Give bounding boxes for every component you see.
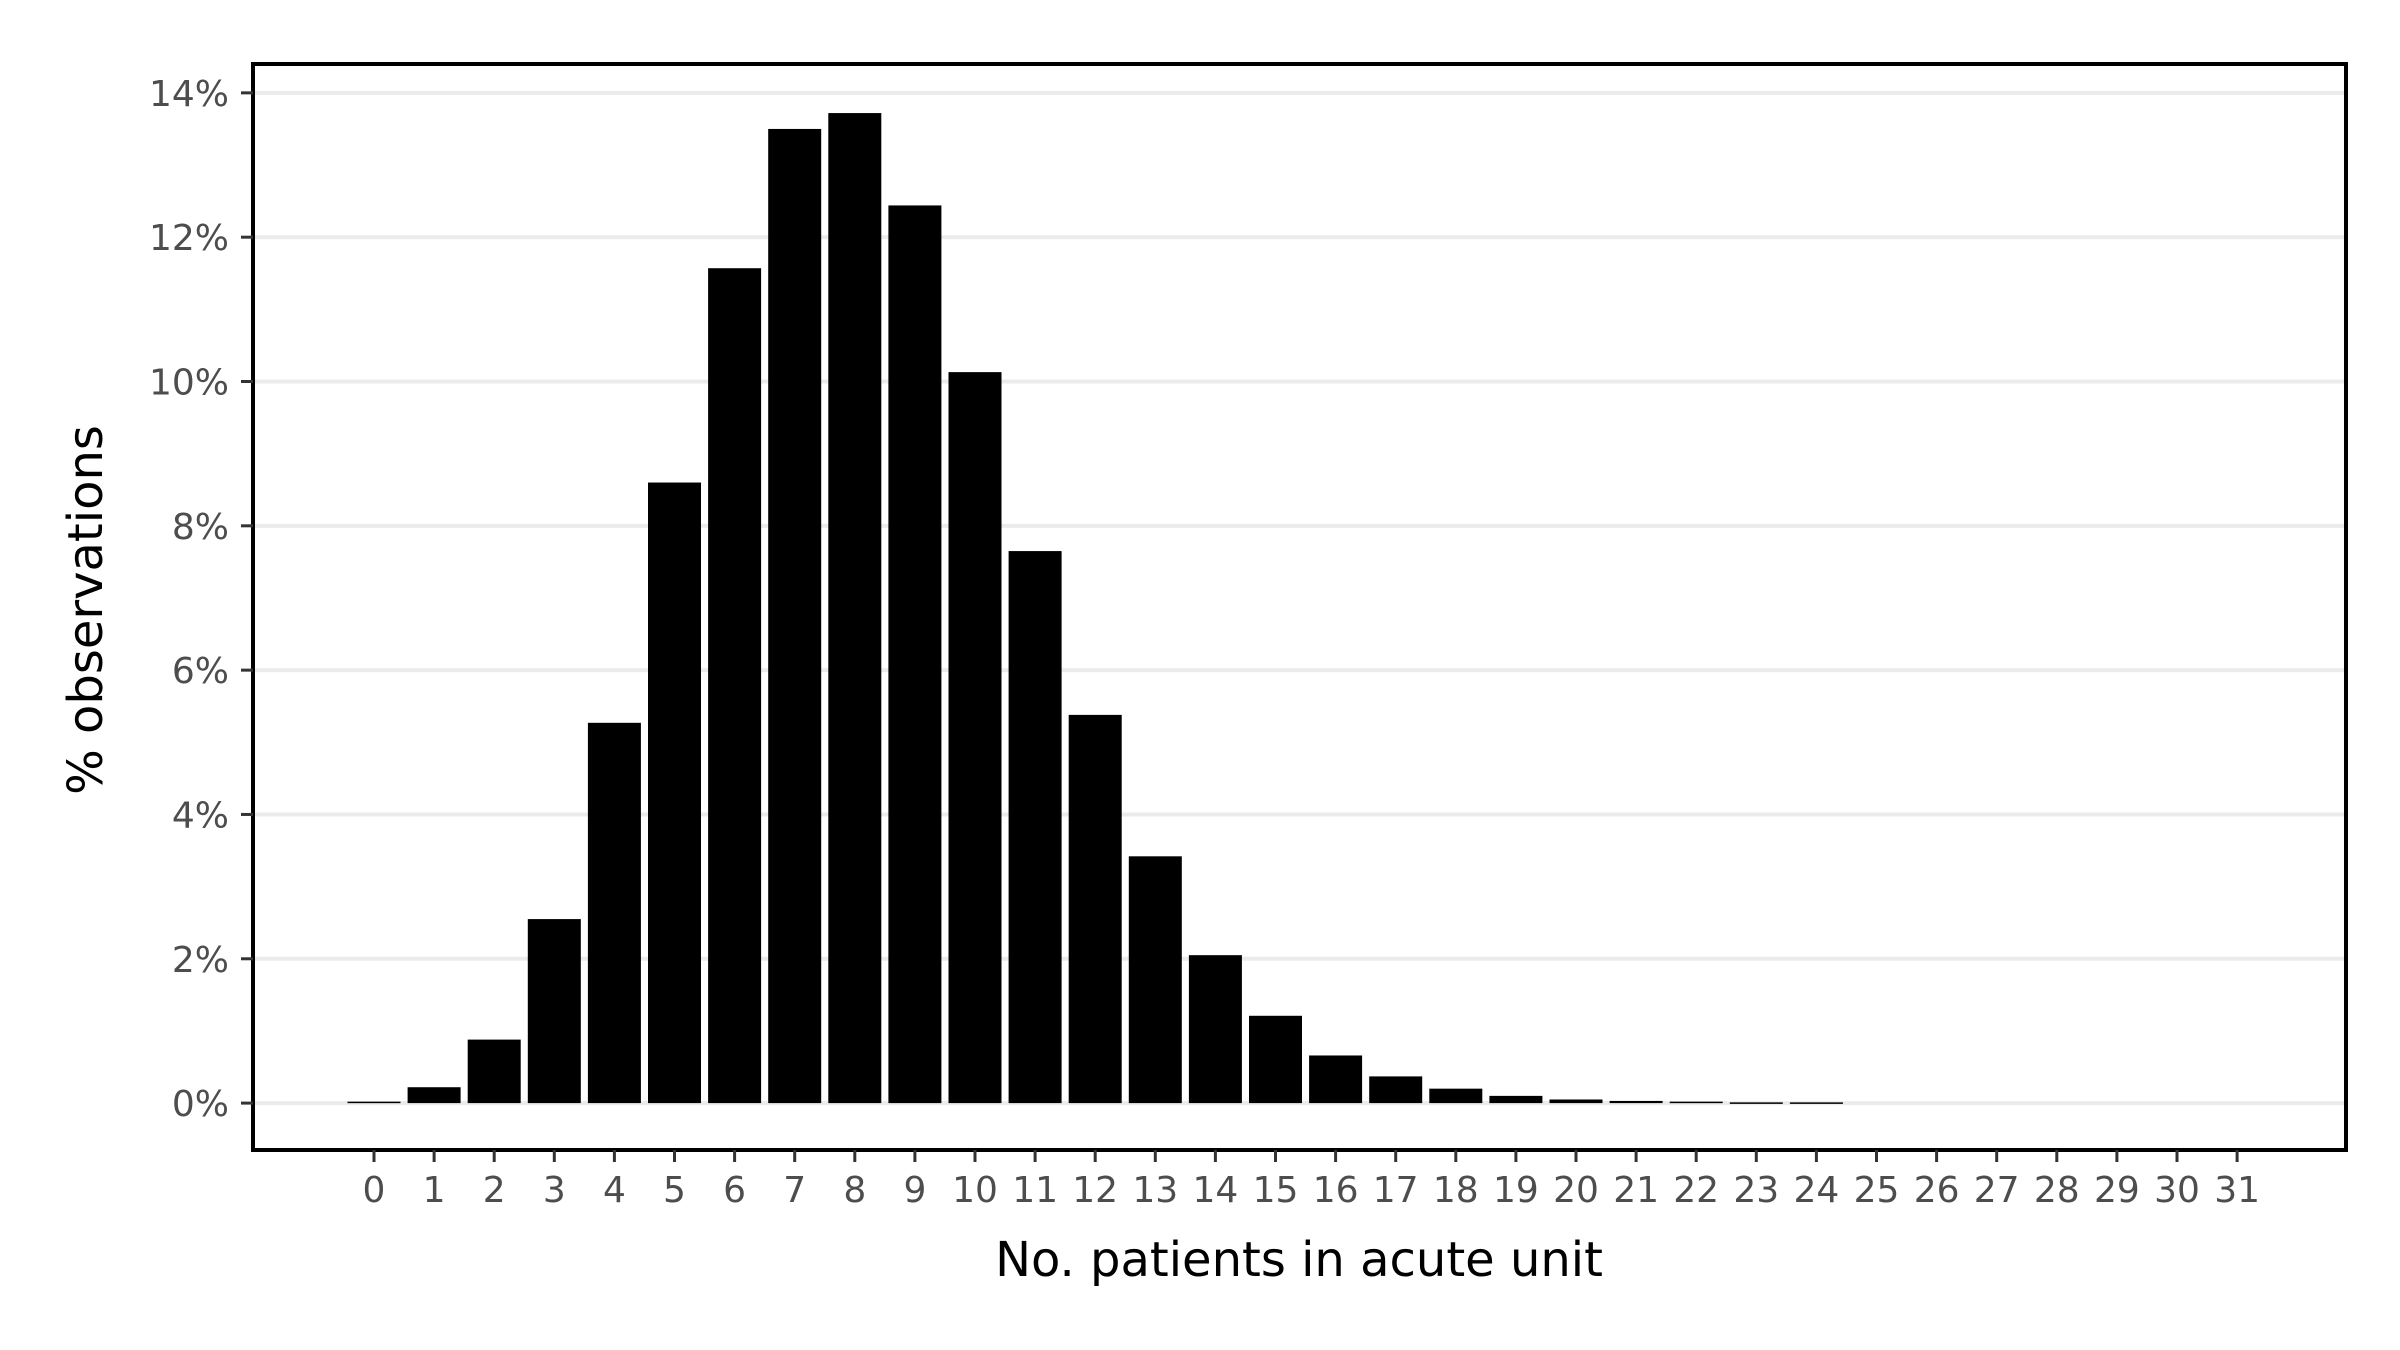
y-tick-label: 8% <box>172 507 229 548</box>
y-tick-label: 12% <box>149 218 229 259</box>
x-axis-ticks: 0 1 2 3 4 5 6 7 8 9 10 11 12 13 14 15 16 17 18 19 20 21 22 23 24… <box>363 1150 2260 1211</box>
x-tick-label: 2 <box>483 1170 506 1211</box>
x-tick-label: 18 <box>1433 1170 1479 1211</box>
x-tick-label: 19 <box>1493 1170 1539 1211</box>
y-tick-label: 2% <box>172 940 229 981</box>
bar-8 <box>828 113 882 1104</box>
bar-11 <box>1008 551 1062 1104</box>
y-tick-label: 0% <box>172 1084 229 1125</box>
y-tick-label: 14% <box>149 74 229 115</box>
x-tick-label: 7 <box>783 1170 806 1211</box>
bar-7 <box>768 128 822 1104</box>
bar-2 <box>467 1039 521 1104</box>
x-tick-label: 15 <box>1253 1170 1299 1211</box>
x-tick-label: 23 <box>1733 1170 1779 1211</box>
x-tick-label: 28 <box>2034 1170 2080 1211</box>
x-tick-label: 25 <box>1854 1170 1900 1211</box>
x-tick-label: 11 <box>1012 1170 1058 1211</box>
x-tick-label: 24 <box>1793 1170 1839 1211</box>
y-tick-label: 10% <box>149 363 229 404</box>
y-axis-ticks: 0% 2% 4% 6% 8% 10% 12% 14% <box>149 74 253 1125</box>
x-tick-label: 26 <box>1914 1170 1960 1211</box>
bar-23 <box>1729 1102 1783 1104</box>
bar-20 <box>1549 1099 1603 1104</box>
y-axis-title: % observations <box>58 425 114 795</box>
x-tick-label: 3 <box>543 1170 566 1211</box>
x-tick-label: 16 <box>1313 1170 1359 1211</box>
x-tick-label: 12 <box>1072 1170 1118 1211</box>
bar-5 <box>648 482 701 1104</box>
x-tick-label: 20 <box>1553 1170 1599 1211</box>
bar-1 <box>407 1087 461 1104</box>
bar-12 <box>1068 714 1122 1104</box>
x-tick-label: 4 <box>603 1170 626 1211</box>
bar-18 <box>1429 1088 1483 1104</box>
x-tick-label: 17 <box>1373 1170 1419 1211</box>
bar-14 <box>1188 955 1242 1104</box>
bar-21 <box>1609 1100 1663 1104</box>
y-tick-label: 4% <box>172 795 229 836</box>
bar-9 <box>888 205 942 1104</box>
x-tick-label: 1 <box>423 1170 446 1211</box>
x-tick-label: 9 <box>903 1170 926 1211</box>
bar-3 <box>527 919 581 1104</box>
x-tick-label: 22 <box>1673 1170 1719 1211</box>
x-tick-label: 0 <box>363 1170 386 1211</box>
x-tick-label: 6 <box>723 1170 746 1211</box>
x-tick-label: 14 <box>1192 1170 1238 1211</box>
bar-19 <box>1489 1095 1543 1104</box>
x-tick-label: 10 <box>952 1170 998 1211</box>
x-axis-title: No. patients in acute unit <box>995 1232 1603 1288</box>
x-tick-label: 27 <box>1974 1170 2020 1211</box>
x-tick-label: 29 <box>2094 1170 2140 1211</box>
bar-17 <box>1369 1076 1423 1104</box>
bar-4 <box>587 722 641 1104</box>
x-tick-label: 8 <box>843 1170 866 1211</box>
bar-13 <box>1128 856 1182 1104</box>
bar-24 <box>1789 1102 1843 1104</box>
x-tick-label: 13 <box>1132 1170 1178 1211</box>
x-tick-label: 31 <box>2214 1170 2260 1211</box>
x-tick-label: 5 <box>663 1170 686 1211</box>
bar-22 <box>1669 1101 1723 1104</box>
bar-6 <box>708 268 762 1104</box>
x-tick-label: 21 <box>1613 1170 1659 1211</box>
bars <box>347 113 1843 1104</box>
bar-16 <box>1309 1055 1363 1104</box>
panel-border <box>251 62 2348 1152</box>
bar-15 <box>1249 1015 1302 1104</box>
y-tick-label: 6% <box>172 651 229 692</box>
bar-0 <box>347 1101 401 1104</box>
bar-10 <box>948 372 1002 1104</box>
x-tick-label: 30 <box>2154 1170 2200 1211</box>
